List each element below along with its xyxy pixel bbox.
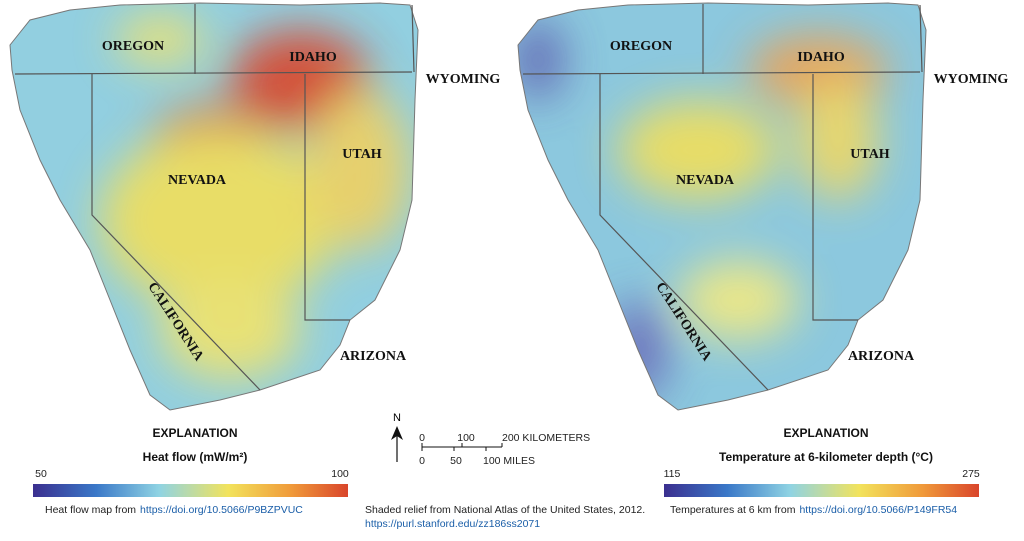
legend-max: 100 bbox=[331, 468, 349, 480]
state-label: IDAHO bbox=[797, 50, 845, 65]
km-label: 100 bbox=[457, 432, 475, 444]
mile-label: 0 bbox=[419, 455, 425, 467]
source-link[interactable]: https://doi.org/10.5066/P149FR54 bbox=[799, 504, 957, 516]
legend-max: 275 bbox=[962, 468, 980, 480]
colorbar bbox=[664, 484, 979, 497]
legend-title: Heat flow (mW/m²) bbox=[143, 450, 248, 464]
heat-blob bbox=[518, 20, 563, 100]
state-label: OREGON bbox=[102, 39, 164, 54]
north-label: N bbox=[393, 412, 401, 424]
heat bbox=[100, 15, 410, 380]
source: Heat flow map from https://doi.org/10.506… bbox=[45, 504, 303, 516]
state-label: ARIZONA bbox=[848, 349, 915, 364]
state-label: NEVADA bbox=[676, 173, 735, 188]
north-arrow bbox=[391, 426, 403, 462]
legend-heading: EXPLANATION bbox=[152, 426, 237, 440]
heat-blob bbox=[310, 90, 410, 250]
source: Temperatures at 6 km from https://doi.org… bbox=[670, 504, 957, 516]
heat-blob bbox=[115, 15, 205, 65]
km-label: 200 KILOMETERS bbox=[502, 432, 590, 444]
source-text: Heat flow map from bbox=[45, 504, 136, 516]
colorbar bbox=[33, 484, 348, 497]
state-boundary bbox=[304, 74, 350, 321]
legend-heading: EXPLANATION bbox=[783, 426, 868, 440]
state-boundary bbox=[919, 4, 923, 73]
legend-min: 50 bbox=[35, 468, 47, 480]
state-label: NEVADA bbox=[168, 173, 227, 188]
credit-text: Shaded relief from National Atlas of the… bbox=[365, 504, 645, 516]
mile-label: 100 MILES bbox=[483, 455, 535, 467]
outline-edge bbox=[9, 2, 419, 411]
source-link-text: https://doi.org/10.5066/P9BZPVUC bbox=[140, 504, 303, 516]
state-label: UTAH bbox=[850, 147, 890, 162]
state-label: WYOMING bbox=[934, 72, 1009, 87]
state-boundary bbox=[812, 74, 858, 321]
heat-blob bbox=[160, 280, 300, 380]
outline-edge bbox=[517, 2, 927, 411]
heat-blob bbox=[100, 130, 340, 310]
credit-link[interactable]: https://purl.stanford.edu/zz186ss2071 bbox=[365, 518, 540, 530]
state-label: OREGON bbox=[610, 39, 672, 54]
credit-link-text: https://purl.stanford.edu/zz186ss2071 bbox=[365, 518, 540, 530]
state-boundary bbox=[522, 71, 921, 75]
state-boundary bbox=[411, 4, 415, 73]
heat-blob bbox=[618, 100, 778, 200]
state-label: ARIZONA bbox=[340, 349, 407, 364]
mile-label: 50 bbox=[450, 455, 462, 467]
state-boundary bbox=[14, 71, 413, 75]
heat-blob bbox=[798, 80, 878, 200]
legend-title: Temperature at 6-kilometer depth (°C) bbox=[719, 450, 933, 464]
source-text: Temperatures at 6 km from bbox=[670, 504, 796, 516]
source-link-text: https://doi.org/10.5066/P149FR54 bbox=[799, 504, 957, 516]
km-label: 0 bbox=[419, 432, 425, 444]
state-boundary bbox=[91, 74, 261, 391]
heat-blob bbox=[678, 260, 798, 340]
state-label: UTAH bbox=[342, 147, 382, 162]
state-label: IDAHO bbox=[289, 50, 337, 65]
source-link[interactable]: https://doi.org/10.5066/P9BZPVUC bbox=[140, 504, 303, 516]
scale-bar bbox=[421, 443, 503, 451]
state-label: WYOMING bbox=[426, 72, 501, 87]
legend-min: 115 bbox=[664, 468, 681, 480]
state-boundary bbox=[599, 74, 769, 391]
